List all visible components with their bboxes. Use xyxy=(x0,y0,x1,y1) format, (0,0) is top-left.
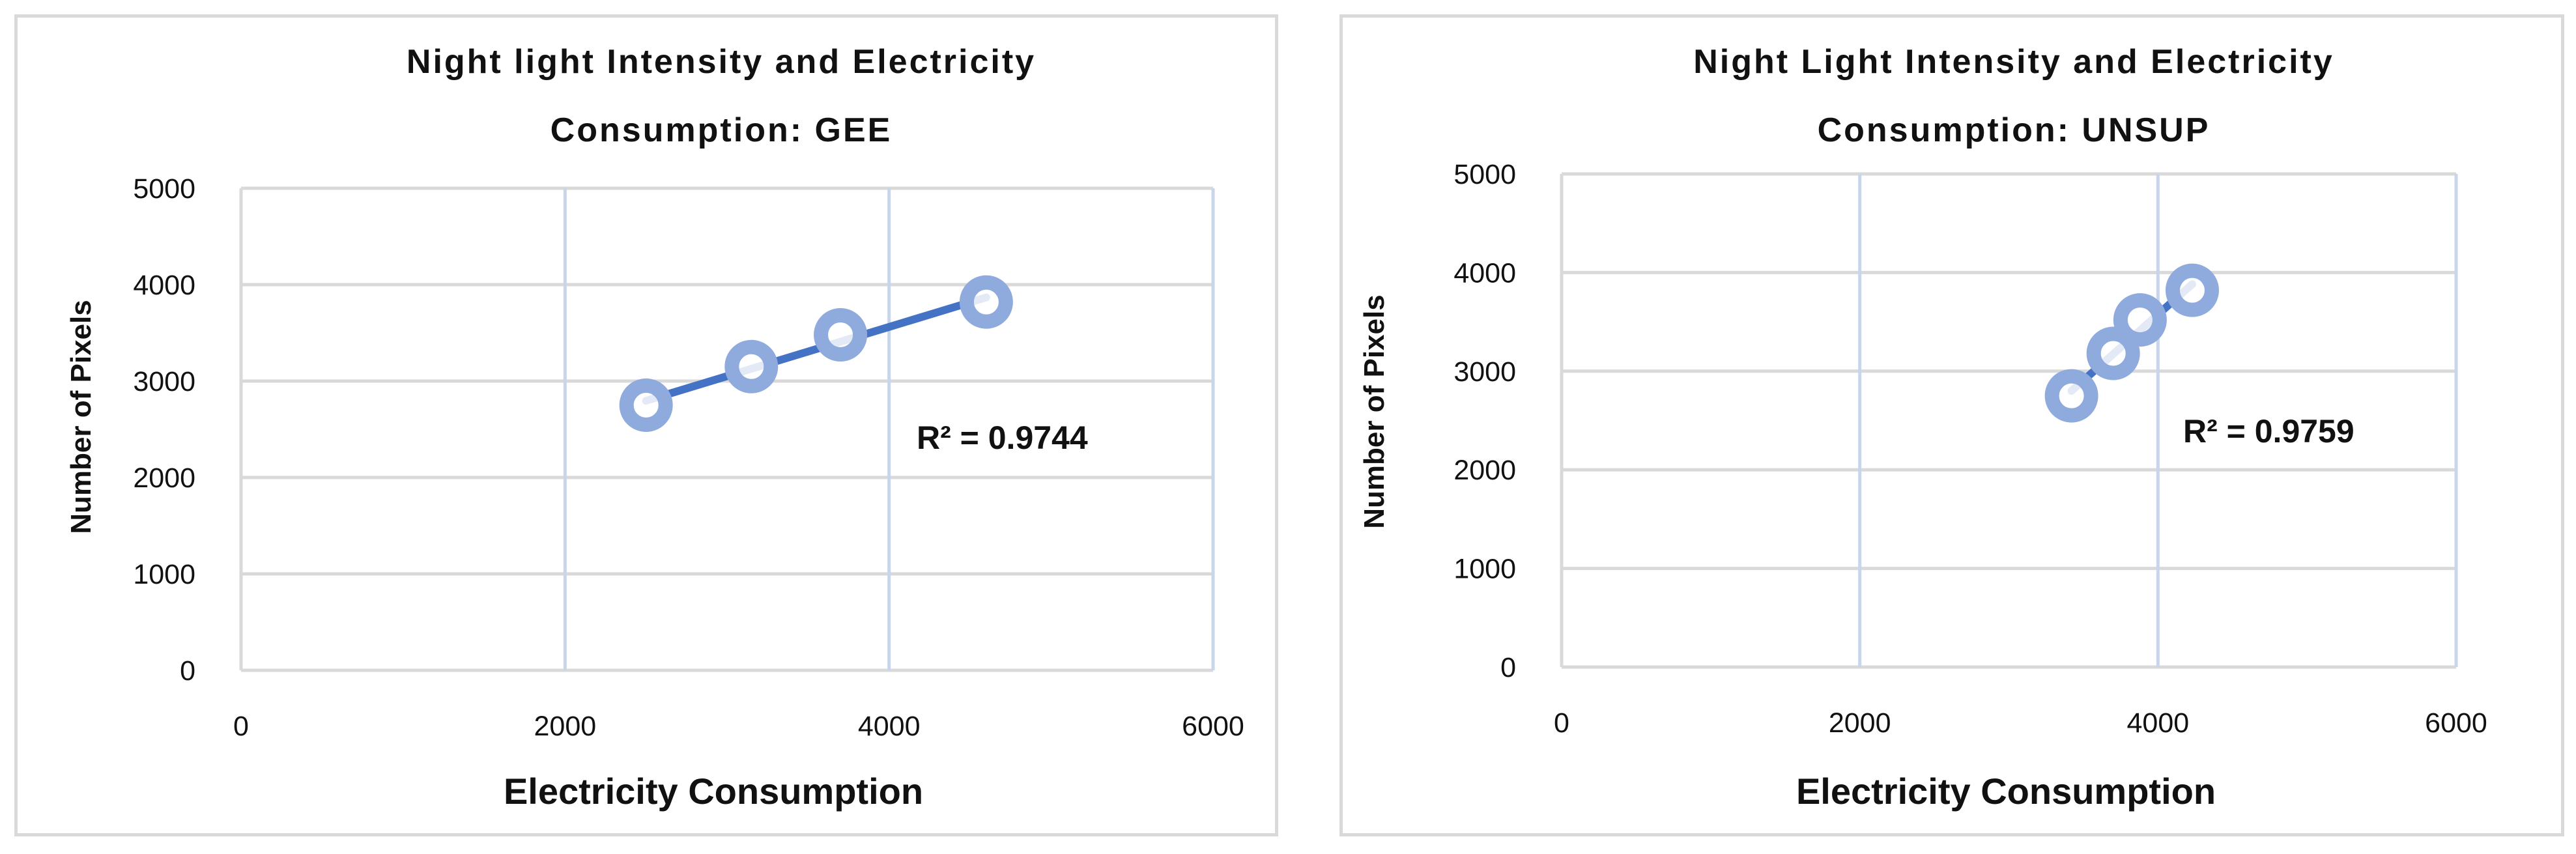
x-tick-label: 4000 xyxy=(858,711,921,742)
y-tick-label: 1000 xyxy=(133,559,195,590)
plot-area: 0 1000 2000 3000 4000 5000 0 2000 4000 6000 xyxy=(133,173,1244,742)
x-tick-label: 6000 xyxy=(2425,707,2487,739)
x-tick-label: 0 xyxy=(1554,707,1569,739)
x-tick-label: 2000 xyxy=(534,711,596,742)
y-tick-label: 0 xyxy=(180,655,195,687)
chart-title-line-2: Consumption: GEE xyxy=(551,111,893,149)
data-point xyxy=(814,307,868,362)
data-point xyxy=(2086,326,2140,380)
y-tick-label: 1000 xyxy=(1453,554,1516,585)
y-axis-label: Number of Pixels xyxy=(65,300,97,534)
x-tick-label: 0 xyxy=(233,711,249,742)
data-point xyxy=(2113,293,2167,347)
r-squared-label: R² = 0.9744 xyxy=(917,420,1088,456)
x-tick-label: 6000 xyxy=(1182,711,1244,742)
scatter-chart-gee: 0 1000 2000 3000 4000 5000 0 2000 4000 6000 Night… xyxy=(65,43,1244,812)
x-tick-label: 4000 xyxy=(2126,707,2189,739)
chart-title-line-2: Consumption: UNSUP xyxy=(1818,111,2211,149)
data-point xyxy=(724,339,779,393)
r-squared-label: R² = 0.9759 xyxy=(2183,413,2354,449)
scatter-chart-unsup: 0 1000 2000 3000 4000 5000 0 2000 4000 6000 Night… xyxy=(1358,43,2487,812)
x-axis-label: Electricity Consumption xyxy=(1796,771,2216,812)
y-axis-label: Number of Pixels xyxy=(1358,294,1390,528)
x-axis-label: Electricity Consumption xyxy=(504,771,923,812)
data-point xyxy=(619,378,673,432)
chart-panel-gee: 0 1000 2000 3000 4000 5000 0 2000 4000 6000 Night… xyxy=(14,14,1278,836)
data-point xyxy=(2165,263,2219,317)
chart-title-line-1: Night light Intensity and Electricity xyxy=(407,43,1036,81)
chart-title-line-1: Night Light Intensity and Electricity xyxy=(1693,43,2334,81)
y-tick-label: 0 xyxy=(1500,652,1516,683)
y-tick-label: 5000 xyxy=(1453,159,1516,190)
y-tick-label: 4000 xyxy=(1453,257,1516,289)
trendline xyxy=(642,293,990,405)
y-tick-label: 3000 xyxy=(133,366,195,397)
y-tick-label: 5000 xyxy=(133,173,195,205)
x-tick-label: 2000 xyxy=(1829,707,1891,739)
plot-area: 0 1000 2000 3000 4000 5000 0 2000 4000 6000 xyxy=(1453,159,2487,739)
y-tick-label: 4000 xyxy=(133,270,195,301)
data-point xyxy=(959,275,1013,329)
y-tick-label: 2000 xyxy=(133,463,195,494)
y-tick-label: 3000 xyxy=(1453,356,1516,388)
y-tick-label: 2000 xyxy=(1453,455,1516,486)
chart-panel-unsup: 0 1000 2000 3000 4000 5000 0 2000 4000 6000 Night… xyxy=(1339,14,2564,836)
data-point xyxy=(2044,369,2098,423)
